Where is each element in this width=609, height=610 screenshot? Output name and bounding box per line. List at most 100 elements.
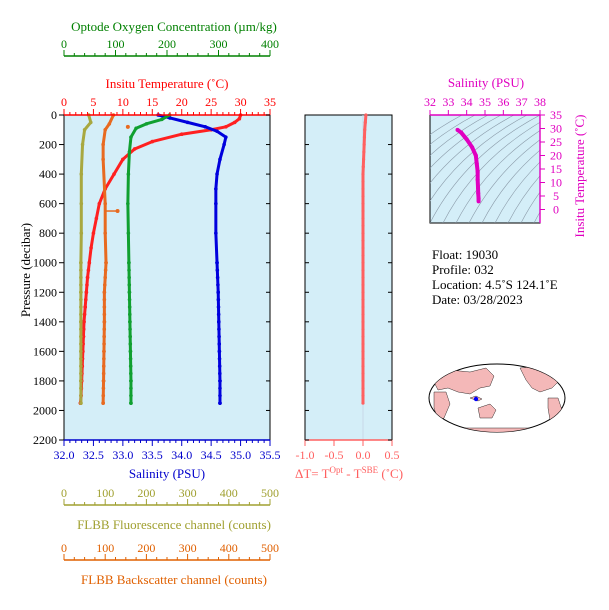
fluorescence-data-point (79, 201, 84, 206)
ts-point (455, 127, 460, 132)
oxygen-axis-tick-label: 300 (210, 37, 228, 51)
date-text: Date: 03/28/2023 (432, 292, 523, 307)
oxygen-deep-point (127, 283, 132, 287)
oxygen-axis-tick-label: 0 (61, 37, 67, 51)
ts-plot-area (429, 114, 541, 224)
fluorescence-data-point (88, 120, 93, 125)
ts-salinity-label: Salinity (PSU) (448, 75, 524, 90)
ts-density-contour (520, 191, 540, 223)
backscatter-axis-tick-label: 200 (137, 541, 155, 555)
world-map (428, 363, 566, 433)
ts-salinity-tick-label: 35 (479, 95, 491, 109)
fluorescence-deep-point (79, 327, 83, 332)
oxygen-deep-point (128, 334, 132, 339)
fluorescence-data-point (79, 172, 84, 176)
temperature-axis-tick-label: 20 (176, 95, 188, 109)
ts-salinity-tick-label: 38 (534, 95, 546, 109)
salinity-deep-point (215, 275, 220, 280)
backscatter-deep-point (101, 393, 106, 398)
backscatter-data-point (101, 157, 105, 162)
salinity-profile-line (157, 113, 228, 404)
fluorescence-deep-point (79, 260, 83, 265)
salinity-data-point (224, 135, 228, 139)
ts-temperature-tick-label: 35 (550, 108, 562, 122)
float-id-text: Float: 19030 (432, 247, 498, 262)
fluorescence-deep-point (79, 334, 83, 339)
backscatter-data-point (103, 231, 107, 235)
ts-density-contour (455, 130, 540, 223)
delta-t-tick-label: -1.0 (296, 448, 315, 462)
salinity-deep-point (215, 268, 220, 272)
temperature-deep-point (85, 283, 89, 287)
delta-t-point (361, 371, 365, 376)
temperature-data-point (121, 157, 125, 162)
delta-t-point (361, 275, 365, 280)
salinity-deep-point (217, 356, 222, 361)
temperature-data-point (94, 216, 99, 221)
pressure-axis-label: Pressure (decibar) (18, 223, 33, 317)
salinity-deep-point (217, 342, 222, 346)
ts-density-contour (430, 115, 476, 145)
backscatter-data-point (107, 122, 112, 126)
salinity-data-point (214, 201, 218, 206)
temperature-axis-tick-label: 25 (205, 95, 217, 109)
ts-density-contour (442, 122, 540, 223)
delta-t-point (361, 238, 365, 243)
temperature-profile-line (78, 114, 243, 404)
salinity-axis-tick-label: 33.0 (112, 448, 133, 462)
salinity-axis-tick-label: 32.5 (83, 448, 104, 462)
oxygen-deep-point (128, 356, 133, 361)
delta-t-point (362, 142, 366, 147)
backscatter-deep-point (102, 320, 107, 324)
delta-t-point (362, 150, 366, 154)
fluorescence-deep-point (79, 312, 83, 317)
location-text: Location: 4.5˚S 124.1˚E (432, 277, 558, 292)
temperature-deep-point (87, 260, 92, 265)
oxygen-axis-tick-label: 400 (261, 37, 279, 51)
oxygen-data-point (160, 117, 164, 122)
salinity-axis-tick-label: 35.0 (230, 448, 251, 462)
ts-temperature-tick-label: 20 (550, 149, 562, 163)
oxygen-data-point (126, 172, 131, 176)
fluorescence-deep-point (79, 283, 83, 287)
fluorescence-deep-point (79, 401, 83, 405)
backscatter-deep-point (101, 386, 106, 391)
fluorescence-deep-point (79, 386, 83, 391)
pressure-tick-label: 2200 (33, 433, 57, 447)
oxygen-deep-point (127, 297, 132, 302)
ts-point (476, 185, 481, 190)
backscatter-deep-point (103, 275, 107, 280)
ts-density-contour (494, 161, 540, 223)
delta-t-point (363, 120, 367, 124)
backscatter-data-point (103, 127, 107, 132)
ts-point (473, 153, 478, 158)
backscatter-deep-point (102, 349, 106, 354)
delta-t-tick-label: 0.5 (385, 448, 400, 462)
ts-temperature-tick-label: 30 (550, 122, 562, 136)
temperature-axis-label: Insitu Temperature (˚C) (105, 76, 228, 91)
fluorescence-deep-point (79, 320, 83, 324)
salinity-axis-tick-label: 35.5 (260, 448, 281, 462)
backscatter-deep-point (102, 283, 107, 287)
delta-t-point (361, 268, 365, 272)
salinity-deep-point (215, 260, 219, 265)
oxygen-deep-point (128, 364, 133, 368)
backscatter-deep-point (102, 342, 106, 346)
oxygen-deep-point (127, 260, 131, 265)
backscatter-axis-label: FLBB Backscatter channel (counts) (81, 572, 267, 587)
salinity-axis-tick-label: 32.0 (54, 448, 75, 462)
salinity-deep-point (216, 290, 221, 295)
pressure-tick-label: 400 (39, 167, 57, 181)
delta-t-point (361, 305, 365, 309)
pressure-tick-label: 1000 (33, 256, 57, 270)
salinity-deep-point (218, 386, 222, 391)
delta-t-point (361, 379, 365, 383)
backscatter-deep-point (101, 401, 105, 405)
delta-t-point (361, 216, 365, 221)
delta-t-point (361, 231, 365, 235)
ts-density-contour (430, 115, 489, 156)
backscatter-deep-point (101, 371, 106, 376)
temperature-axis-tick-label: 35 (264, 95, 276, 109)
salinity-axis-tick-label: 34.5 (201, 448, 222, 462)
